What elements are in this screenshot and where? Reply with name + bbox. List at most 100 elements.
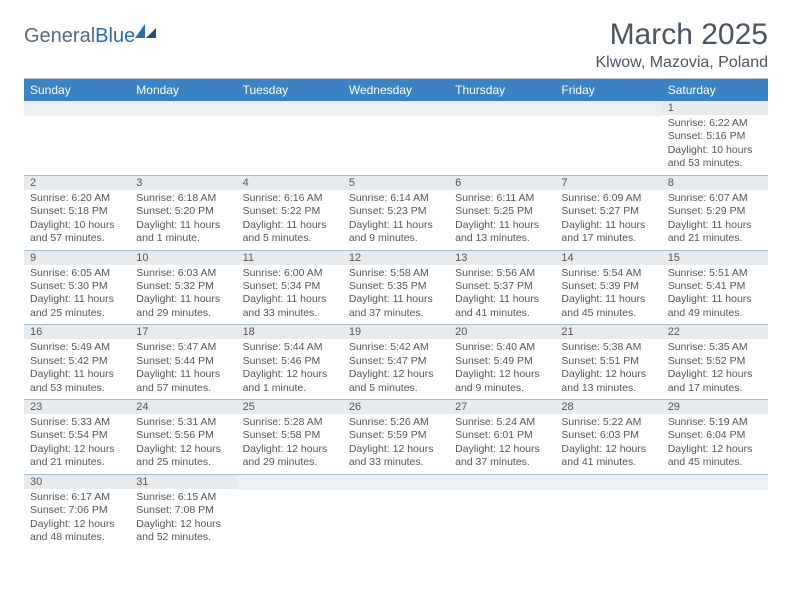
day-number: 15 xyxy=(662,251,768,265)
day-details: Sunrise: 6:07 AMSunset: 5:29 PMDaylight:… xyxy=(662,190,768,250)
calendar-cell: 3Sunrise: 6:18 AMSunset: 5:20 PMDaylight… xyxy=(130,175,236,250)
calendar-cell xyxy=(343,101,449,175)
day-number: 26 xyxy=(343,400,449,414)
day-details: Sunrise: 6:15 AMSunset: 7:08 PMDaylight:… xyxy=(130,489,236,549)
sunrise-text: Sunrise: 5:26 AM xyxy=(349,416,443,429)
calendar-cell: 24Sunrise: 5:31 AMSunset: 5:56 PMDayligh… xyxy=(130,400,236,475)
daylight-text: Daylight: 12 hours and 41 minutes. xyxy=(561,443,655,470)
day-details: Sunrise: 6:16 AMSunset: 5:22 PMDaylight:… xyxy=(237,190,343,250)
calendar-cell: 1Sunrise: 6:22 AMSunset: 5:16 PMDaylight… xyxy=(662,101,768,175)
empty-day xyxy=(343,475,449,490)
sunrise-text: Sunrise: 6:09 AM xyxy=(561,192,655,205)
day-number: 29 xyxy=(662,400,768,414)
daylight-text: Daylight: 11 hours and 57 minutes. xyxy=(136,368,230,395)
sunset-text: Sunset: 5:51 PM xyxy=(561,355,655,368)
sunset-text: Sunset: 7:06 PM xyxy=(30,504,124,517)
sunrise-text: Sunrise: 5:24 AM xyxy=(455,416,549,429)
daylight-text: Daylight: 12 hours and 17 minutes. xyxy=(668,368,762,395)
day-number: 22 xyxy=(662,325,768,339)
calendar-cell xyxy=(343,474,449,548)
sunrise-text: Sunrise: 5:40 AM xyxy=(455,341,549,354)
day-details: Sunrise: 5:28 AMSunset: 5:58 PMDaylight:… xyxy=(237,414,343,474)
sunset-text: Sunset: 5:41 PM xyxy=(668,280,762,293)
empty-day xyxy=(130,101,236,116)
day-details: Sunrise: 5:56 AMSunset: 5:37 PMDaylight:… xyxy=(449,265,555,325)
calendar-cell: 26Sunrise: 5:26 AMSunset: 5:59 PMDayligh… xyxy=(343,400,449,475)
day-details: Sunrise: 5:42 AMSunset: 5:47 PMDaylight:… xyxy=(343,339,449,399)
calendar-cell: 8Sunrise: 6:07 AMSunset: 5:29 PMDaylight… xyxy=(662,175,768,250)
calendar-cell: 15Sunrise: 5:51 AMSunset: 5:41 PMDayligh… xyxy=(662,250,768,325)
page-title: March 2025 xyxy=(595,18,768,52)
day-details: Sunrise: 6:09 AMSunset: 5:27 PMDaylight:… xyxy=(555,190,661,250)
sunset-text: Sunset: 5:54 PM xyxy=(30,429,124,442)
daylight-text: Daylight: 11 hours and 53 minutes. xyxy=(30,368,124,395)
day-details: Sunrise: 6:20 AMSunset: 5:18 PMDaylight:… xyxy=(24,190,130,250)
calendar-cell: 28Sunrise: 5:22 AMSunset: 6:03 PMDayligh… xyxy=(555,400,661,475)
calendar-cell: 23Sunrise: 5:33 AMSunset: 5:54 PMDayligh… xyxy=(24,400,130,475)
calendar-cell: 14Sunrise: 5:54 AMSunset: 5:39 PMDayligh… xyxy=(555,250,661,325)
calendar-cell: 4Sunrise: 6:16 AMSunset: 5:22 PMDaylight… xyxy=(237,175,343,250)
day-details: Sunrise: 5:26 AMSunset: 5:59 PMDaylight:… xyxy=(343,414,449,474)
sunset-text: Sunset: 5:20 PM xyxy=(136,205,230,218)
calendar-cell xyxy=(237,101,343,175)
weekday-header: Friday xyxy=(555,79,661,101)
calendar-cell: 31Sunrise: 6:15 AMSunset: 7:08 PMDayligh… xyxy=(130,474,236,548)
sunset-text: Sunset: 7:08 PM xyxy=(136,504,230,517)
brand-logo: GeneralBlue xyxy=(24,24,157,48)
daylight-text: Daylight: 12 hours and 29 minutes. xyxy=(243,443,337,470)
calendar-week-row: 9Sunrise: 6:05 AMSunset: 5:30 PMDaylight… xyxy=(24,250,768,325)
empty-day xyxy=(24,101,130,116)
day-number: 6 xyxy=(449,176,555,190)
weekday-header: Wednesday xyxy=(343,79,449,101)
sunset-text: Sunset: 5:35 PM xyxy=(349,280,443,293)
daylight-text: Daylight: 11 hours and 37 minutes. xyxy=(349,293,443,320)
day-details: Sunrise: 5:31 AMSunset: 5:56 PMDaylight:… xyxy=(130,414,236,474)
header: GeneralBlue March 2025 Klwow, Mazovia, P… xyxy=(24,18,768,72)
sail-icon xyxy=(135,24,157,40)
sunset-text: Sunset: 5:32 PM xyxy=(136,280,230,293)
calendar-cell: 12Sunrise: 5:58 AMSunset: 5:35 PMDayligh… xyxy=(343,250,449,325)
day-number: 25 xyxy=(237,400,343,414)
day-number: 18 xyxy=(237,325,343,339)
day-number: 23 xyxy=(24,400,130,414)
daylight-text: Daylight: 11 hours and 17 minutes. xyxy=(561,219,655,246)
sunrise-text: Sunrise: 6:20 AM xyxy=(30,192,124,205)
sunset-text: Sunset: 5:27 PM xyxy=(561,205,655,218)
day-number: 5 xyxy=(343,176,449,190)
sunset-text: Sunset: 5:42 PM xyxy=(30,355,124,368)
daylight-text: Daylight: 12 hours and 9 minutes. xyxy=(455,368,549,395)
sunset-text: Sunset: 5:52 PM xyxy=(668,355,762,368)
weekday-header-row: Sunday Monday Tuesday Wednesday Thursday… xyxy=(24,79,768,101)
sunrise-text: Sunrise: 5:42 AM xyxy=(349,341,443,354)
calendar-cell: 30Sunrise: 6:17 AMSunset: 7:06 PMDayligh… xyxy=(24,474,130,548)
weekday-header: Sunday xyxy=(24,79,130,101)
sunset-text: Sunset: 6:04 PM xyxy=(668,429,762,442)
sunrise-text: Sunrise: 5:31 AM xyxy=(136,416,230,429)
sunrise-text: Sunrise: 5:47 AM xyxy=(136,341,230,354)
sunset-text: Sunset: 5:49 PM xyxy=(455,355,549,368)
sunset-text: Sunset: 5:30 PM xyxy=(30,280,124,293)
calendar-cell xyxy=(24,101,130,175)
daylight-text: Daylight: 11 hours and 5 minutes. xyxy=(243,219,337,246)
calendar-cell: 17Sunrise: 5:47 AMSunset: 5:44 PMDayligh… xyxy=(130,325,236,400)
sunset-text: Sunset: 5:18 PM xyxy=(30,205,124,218)
calendar-week-row: 30Sunrise: 6:17 AMSunset: 7:06 PMDayligh… xyxy=(24,474,768,548)
calendar-cell: 29Sunrise: 5:19 AMSunset: 6:04 PMDayligh… xyxy=(662,400,768,475)
brand-text: GeneralBlue xyxy=(24,26,135,46)
sunrise-text: Sunrise: 6:18 AM xyxy=(136,192,230,205)
sunset-text: Sunset: 5:39 PM xyxy=(561,280,655,293)
day-details: Sunrise: 5:49 AMSunset: 5:42 PMDaylight:… xyxy=(24,339,130,399)
sunset-text: Sunset: 5:22 PM xyxy=(243,205,337,218)
calendar-cell: 6Sunrise: 6:11 AMSunset: 5:25 PMDaylight… xyxy=(449,175,555,250)
sunrise-text: Sunrise: 6:05 AM xyxy=(30,267,124,280)
calendar-cell xyxy=(555,101,661,175)
day-details: Sunrise: 6:17 AMSunset: 7:06 PMDaylight:… xyxy=(24,489,130,549)
daylight-text: Daylight: 12 hours and 45 minutes. xyxy=(668,443,762,470)
daylight-text: Daylight: 12 hours and 33 minutes. xyxy=(349,443,443,470)
empty-day xyxy=(555,475,661,490)
sunset-text: Sunset: 6:03 PM xyxy=(561,429,655,442)
calendar-cell: 20Sunrise: 5:40 AMSunset: 5:49 PMDayligh… xyxy=(449,325,555,400)
day-number: 4 xyxy=(237,176,343,190)
day-details: Sunrise: 5:33 AMSunset: 5:54 PMDaylight:… xyxy=(24,414,130,474)
calendar-cell xyxy=(130,101,236,175)
